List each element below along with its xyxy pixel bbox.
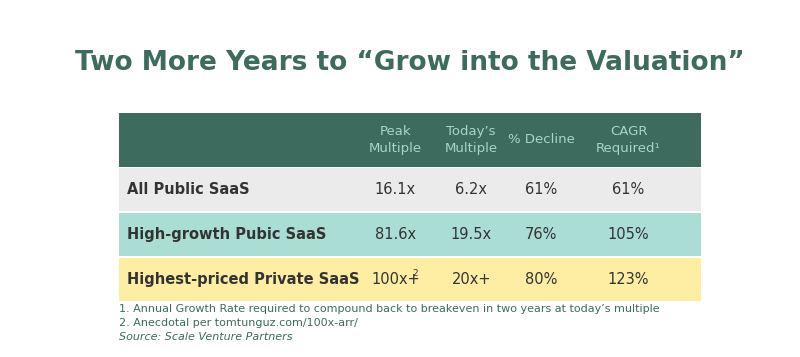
Text: % Decline: % Decline (508, 133, 574, 146)
Text: 76%: 76% (525, 227, 558, 242)
FancyBboxPatch shape (118, 257, 702, 301)
FancyBboxPatch shape (118, 213, 702, 256)
Text: All Public SaaS: All Public SaaS (127, 182, 250, 197)
Text: 105%: 105% (608, 227, 650, 242)
Text: 2. Anecdotal per tomtunguz.com/100x-arr/: 2. Anecdotal per tomtunguz.com/100x-arr/ (118, 318, 358, 328)
Text: CAGR
Required¹: CAGR Required¹ (596, 125, 661, 155)
Text: 2: 2 (412, 269, 418, 278)
Text: 100x+: 100x+ (371, 272, 420, 287)
Text: Peak
Multiple: Peak Multiple (369, 125, 422, 155)
FancyBboxPatch shape (118, 168, 702, 211)
Text: 20x+: 20x+ (451, 272, 491, 287)
Text: High-growth Pubic SaaS: High-growth Pubic SaaS (127, 227, 326, 242)
Text: 19.5x: 19.5x (450, 227, 492, 242)
Text: 81.6x: 81.6x (375, 227, 416, 242)
Text: 6.2x: 6.2x (455, 182, 487, 197)
Text: 1. Annual Growth Rate required to compound back to breakeven in two years at tod: 1. Annual Growth Rate required to compou… (118, 304, 659, 314)
Text: 16.1x: 16.1x (375, 182, 416, 197)
Text: Two More Years to “Grow into the Valuation”: Two More Years to “Grow into the Valuati… (75, 50, 745, 76)
Text: Today’s
Multiple: Today’s Multiple (445, 125, 498, 155)
Text: 61%: 61% (613, 182, 645, 197)
Text: 123%: 123% (608, 272, 650, 287)
Text: 80%: 80% (525, 272, 558, 287)
FancyBboxPatch shape (118, 113, 702, 166)
Text: Highest-priced Private SaaS: Highest-priced Private SaaS (127, 272, 360, 287)
Text: Source: Scale Venture Partners: Source: Scale Venture Partners (118, 332, 292, 342)
Text: 61%: 61% (525, 182, 558, 197)
